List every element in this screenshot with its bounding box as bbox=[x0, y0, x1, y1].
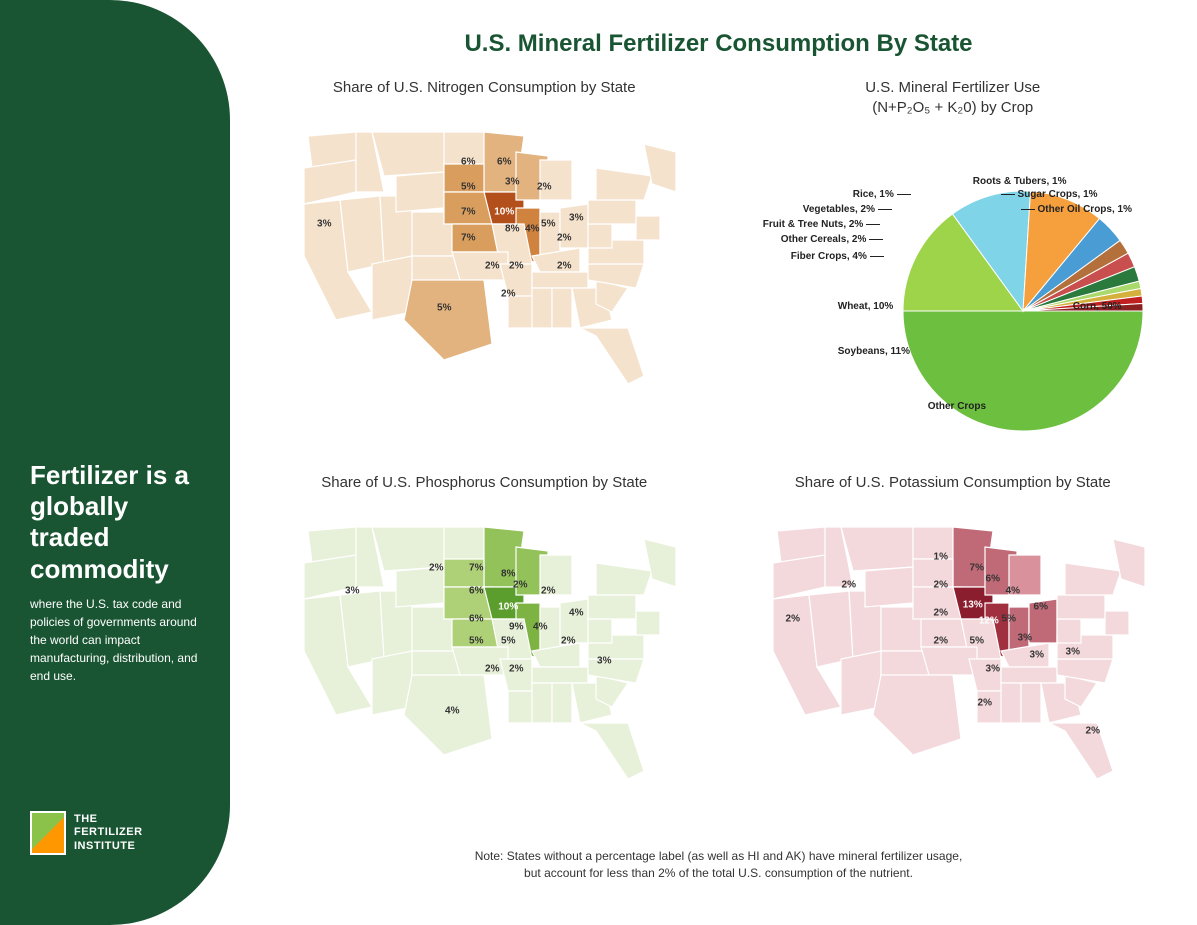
logo: THE FERTILIZER INSTITUTE bbox=[30, 811, 210, 855]
logo-icon bbox=[30, 811, 66, 855]
sidebar: Fertilizer is a globally traded commodit… bbox=[0, 0, 230, 925]
sidebar-heading: Fertilizer is a globally traded commodit… bbox=[30, 460, 210, 585]
pie-slice-label: Soybeans, 11% bbox=[838, 346, 910, 357]
pie-slice-label: Roots & Tubers, 1% bbox=[973, 176, 1067, 187]
pie-slice-label: Other Cereals, 2% bbox=[781, 234, 884, 245]
pie-slice-label: Corn, 50% bbox=[1073, 301, 1122, 312]
sidebar-body: where the U.S. tax code and policies of … bbox=[30, 595, 210, 685]
pie-chart: Corn, 50% Other Crops Soybeans, 11% Wheat, … bbox=[743, 131, 1163, 441]
sidebar-text: Fertilizer is a globally traded commodit… bbox=[30, 460, 210, 685]
pie-slice-label: Fiber Crops, 4% bbox=[791, 251, 884, 262]
content: U.S. Mineral Fertilizer Consumption By S… bbox=[230, 0, 1197, 925]
panel-title-nitrogen: Share of U.S. Nitrogen Consumption by St… bbox=[333, 78, 636, 98]
panel-title-phosphorus: Share of U.S. Phosphorus Consumption by … bbox=[321, 473, 647, 493]
map-phosphorus: 3%2%7%6%6%5%8%2%10%9%5%4%2%4%2%2%2%4%3% bbox=[284, 507, 684, 787]
pie-slice-label: Rice, 1% bbox=[853, 189, 911, 200]
pie-slice-label: Other Oil Crops, 1% bbox=[1018, 204, 1132, 215]
panel-phosphorus: Share of U.S. Phosphorus Consumption by … bbox=[270, 473, 699, 838]
panel-nitrogen: Share of U.S. Nitrogen Consumption by St… bbox=[270, 78, 699, 443]
pie-slice-label: Sugar Crops, 1% bbox=[998, 189, 1098, 200]
panel-title-pie: U.S. Mineral Fertilizer Use(N+P₂O₅ + K₂0… bbox=[865, 78, 1040, 117]
panels-grid: Share of U.S. Nitrogen Consumption by St… bbox=[270, 78, 1167, 838]
pie-slice-label: Wheat, 10% bbox=[838, 301, 894, 312]
panel-pie: U.S. Mineral Fertilizer Use(N+P₂O₅ + K₂0… bbox=[739, 78, 1168, 443]
pie-slice-label: Other Crops bbox=[928, 401, 986, 412]
main-title: U.S. Mineral Fertilizer Consumption By S… bbox=[270, 30, 1167, 58]
panel-potassium: Share of U.S. Potassium Consumption by S… bbox=[739, 473, 1168, 838]
footnote: Note: States without a percentage label … bbox=[270, 848, 1167, 882]
panel-title-potassium: Share of U.S. Potassium Consumption by S… bbox=[795, 473, 1111, 493]
pie-slice-label: Fruit & Tree Nuts, 2% bbox=[763, 219, 881, 230]
logo-text: THE FERTILIZER INSTITUTE bbox=[74, 813, 143, 853]
map-nitrogen: 3%6%5%7%7%6%3%10%8%4%5%2%3%2%2%2%2%5%2% bbox=[284, 112, 684, 392]
pie-slice-label: Vegetables, 2% bbox=[803, 204, 892, 215]
map-potassium: 2%2%1%2%2%2%7%6%13%12%5%5%4%6%3%3%3%3%2%… bbox=[753, 507, 1153, 787]
